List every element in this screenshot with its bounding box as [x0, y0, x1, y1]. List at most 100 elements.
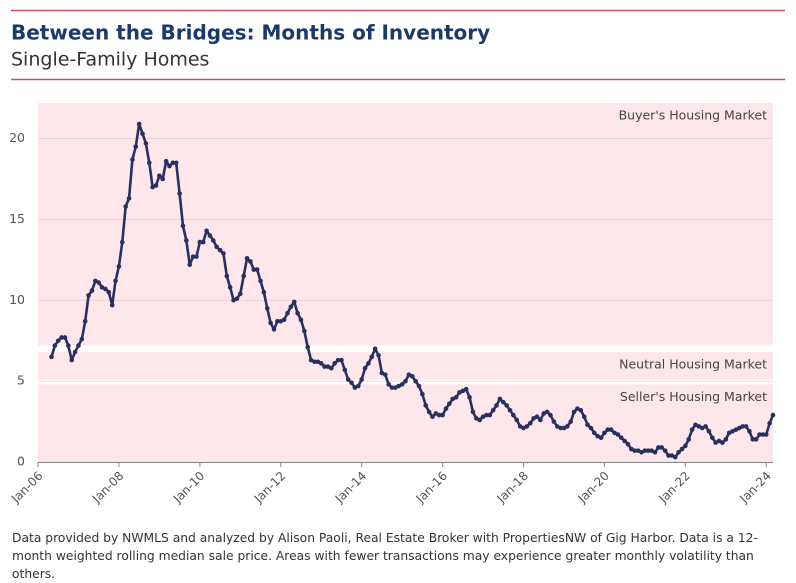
x-tick-label: Jan-14 — [332, 469, 370, 507]
data-point — [403, 378, 408, 384]
data-point — [656, 445, 661, 450]
band-label: Neutral Housing Market — [619, 357, 767, 372]
data-point — [494, 403, 499, 408]
data-point — [143, 141, 149, 146]
data-point — [170, 160, 176, 166]
data-point — [625, 441, 631, 447]
data-point — [622, 438, 627, 444]
data-point — [184, 238, 189, 243]
data-point — [467, 395, 472, 400]
data-point — [602, 430, 607, 436]
data-point — [173, 160, 179, 166]
data-point — [86, 293, 91, 298]
data-point — [59, 335, 64, 340]
data-point — [106, 289, 112, 295]
x-tick-label: Jan-08 — [89, 469, 127, 507]
data-point — [676, 449, 681, 455]
data-point — [399, 382, 405, 387]
data-point — [244, 255, 250, 261]
y-tick-label: 20 — [9, 130, 25, 145]
data-point — [261, 289, 267, 295]
data-point — [558, 425, 563, 431]
data-point — [163, 158, 169, 164]
data-point — [490, 407, 496, 413]
data-point — [302, 328, 307, 334]
y-tick-label: 5 — [17, 373, 25, 388]
data-point — [703, 424, 708, 429]
data-point — [197, 239, 203, 245]
data-point — [140, 131, 145, 137]
data-point — [200, 239, 206, 245]
data-point — [258, 278, 263, 284]
data-point — [275, 319, 280, 324]
market-band — [38, 352, 773, 380]
data-point — [386, 382, 391, 387]
data-point — [190, 254, 196, 259]
data-point — [248, 259, 253, 264]
data-point — [160, 176, 166, 182]
data-point — [295, 310, 300, 316]
data-point — [757, 432, 762, 437]
data-point — [66, 343, 71, 348]
x-tick-label: Jan-20 — [574, 469, 612, 507]
data-point — [349, 380, 354, 386]
data-point — [335, 357, 341, 363]
data-point — [372, 346, 378, 352]
data-point — [291, 299, 297, 305]
x-tick-label: Jan-24 — [736, 469, 774, 507]
data-point — [359, 377, 364, 382]
data-point — [204, 228, 209, 234]
data-point — [423, 403, 429, 408]
data-point — [133, 144, 139, 149]
data-point — [763, 432, 769, 437]
data-point — [592, 430, 597, 436]
x-tick-label: Jan-16 — [413, 469, 451, 507]
x-tick-label: Jan-06 — [8, 469, 46, 507]
data-point — [126, 196, 132, 201]
data-point — [366, 361, 371, 366]
data-point — [123, 204, 128, 209]
data-point — [672, 454, 678, 460]
data-point — [463, 386, 469, 392]
data-point — [389, 385, 395, 390]
data-point — [662, 448, 668, 453]
data-point — [268, 320, 273, 326]
data-point — [89, 288, 95, 293]
data-point — [322, 364, 327, 369]
data-point — [271, 327, 277, 332]
data-point — [55, 338, 61, 344]
data-point — [177, 191, 182, 196]
data-point — [207, 233, 213, 238]
data-point — [659, 445, 665, 450]
data-point — [72, 349, 78, 355]
data-point — [119, 239, 125, 245]
data-point — [723, 437, 729, 442]
data-point — [440, 412, 445, 418]
data-point — [666, 453, 671, 458]
data-point — [608, 427, 614, 432]
data-point — [254, 267, 260, 272]
x-tick-label: Jan-22 — [655, 469, 693, 507]
data-point — [487, 412, 493, 418]
data-point — [382, 372, 388, 377]
data-point — [413, 378, 418, 384]
y-tick-label: 10 — [9, 292, 25, 307]
data-point — [605, 427, 611, 432]
data-point — [264, 306, 270, 311]
data-point — [180, 223, 186, 229]
data-point — [76, 343, 81, 348]
x-tick-label: Jan-18 — [494, 469, 532, 507]
data-point — [430, 414, 435, 420]
data-point — [538, 417, 543, 423]
data-point — [217, 247, 223, 253]
data-point — [416, 383, 422, 389]
data-point — [706, 428, 712, 434]
data-point — [686, 437, 692, 442]
data-point — [500, 399, 506, 405]
data-point — [571, 409, 577, 415]
data-point — [524, 424, 530, 429]
data-point — [642, 448, 648, 453]
data-point — [420, 391, 425, 397]
data-point — [652, 449, 658, 455]
